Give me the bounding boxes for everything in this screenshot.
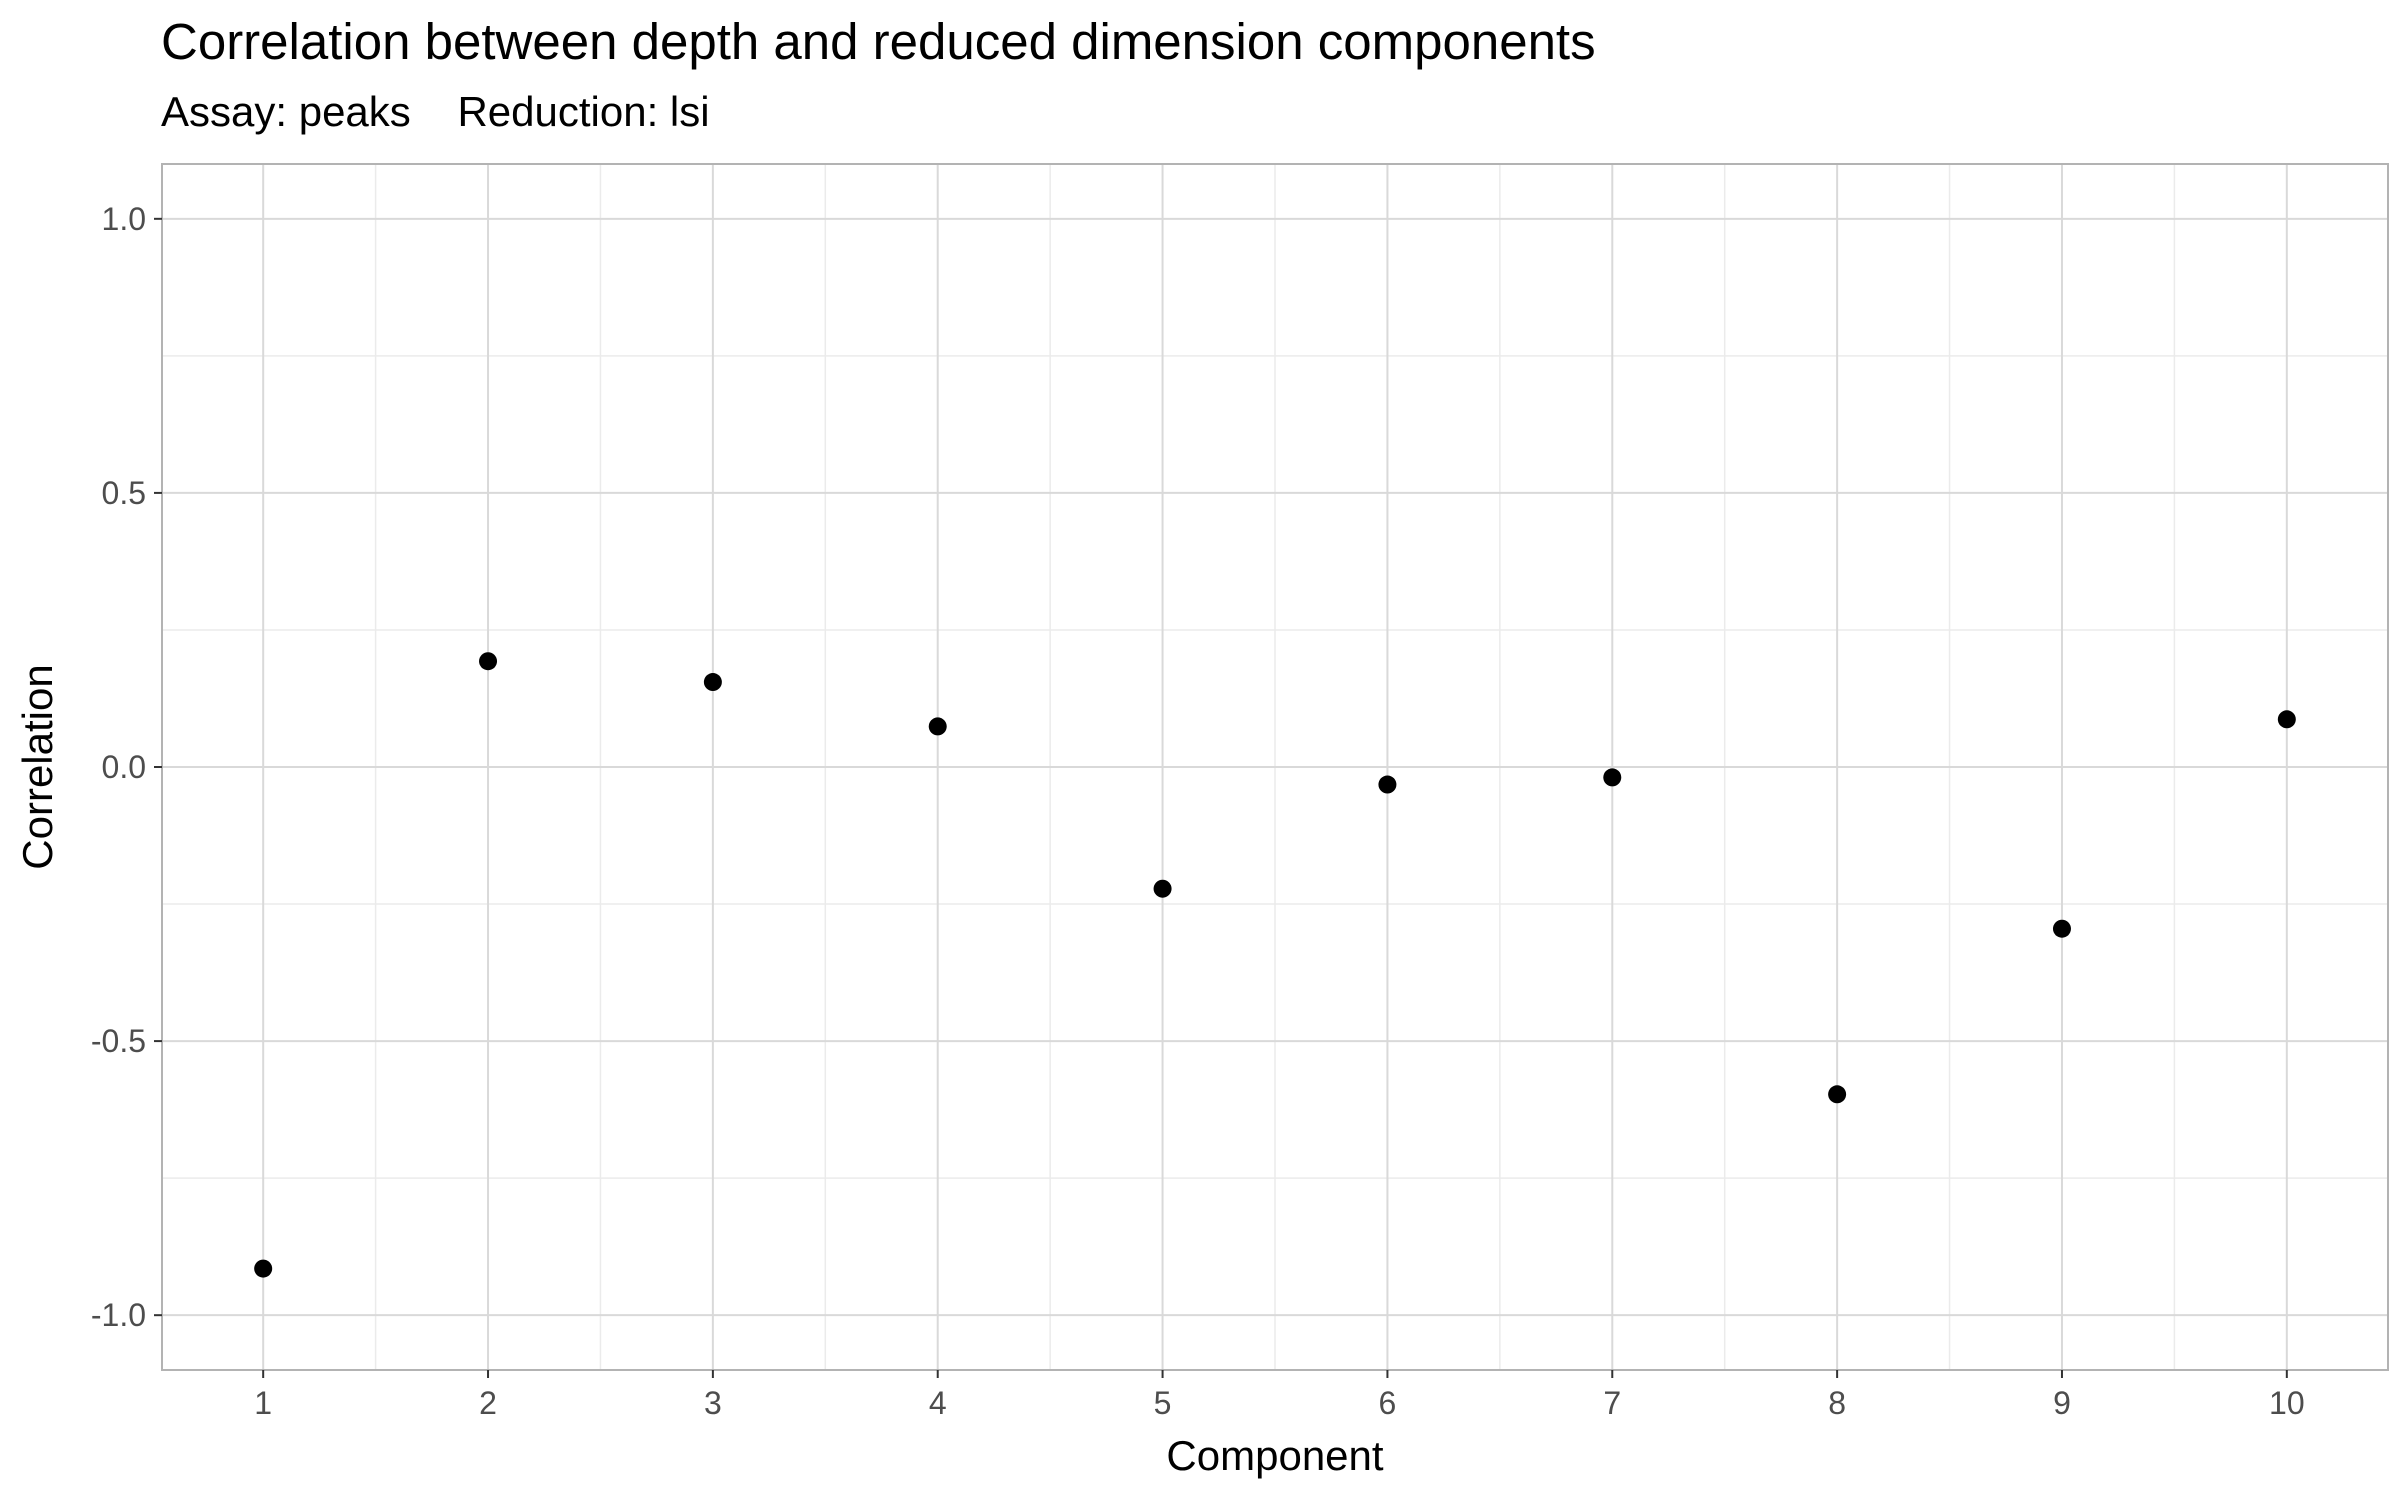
chart-title: Correlation between depth and reduced di… [161, 13, 1596, 70]
y-tick-label: 0.0 [102, 749, 146, 785]
x-tick-label: 4 [929, 1385, 947, 1421]
data-point [2277, 710, 2296, 729]
data-point [479, 652, 498, 671]
data-point [1378, 775, 1397, 794]
x-tick-label: 10 [2269, 1385, 2305, 1421]
y-axis-ticks: 1.0 0.5 0.0 -0.5 -1.0 [91, 201, 162, 1333]
data-point [1603, 768, 1622, 787]
x-tick-label: 1 [254, 1385, 272, 1421]
x-tick-label: 8 [1828, 1385, 1846, 1421]
x-tick-label: 6 [1379, 1385, 1397, 1421]
data-point [703, 673, 722, 692]
data-point [2052, 919, 2071, 938]
data-point [254, 1259, 273, 1278]
chart-subtitle: Assay: peaks Reduction: lsi [161, 88, 710, 135]
x-tick-label: 7 [1603, 1385, 1621, 1421]
data-point [928, 717, 947, 736]
x-tick-label: 9 [2053, 1385, 2071, 1421]
data-points [254, 652, 2296, 1278]
x-axis-title: Component [1166, 1432, 1383, 1479]
data-point [1153, 879, 1172, 898]
y-tick-label: -0.5 [91, 1023, 146, 1059]
major-gridlines [162, 164, 2388, 1370]
y-axis-title: Correlation [14, 664, 61, 869]
data-point [1828, 1085, 1847, 1104]
x-tick-label: 3 [704, 1385, 722, 1421]
y-tick-label: 1.0 [102, 201, 146, 237]
x-tick-label: 5 [1154, 1385, 1172, 1421]
y-tick-label: -1.0 [91, 1297, 146, 1333]
x-axis-ticks: 1 2 3 4 5 6 7 8 9 10 [254, 1370, 2305, 1421]
x-tick-label: 2 [479, 1385, 497, 1421]
y-tick-label: 0.5 [102, 475, 146, 511]
